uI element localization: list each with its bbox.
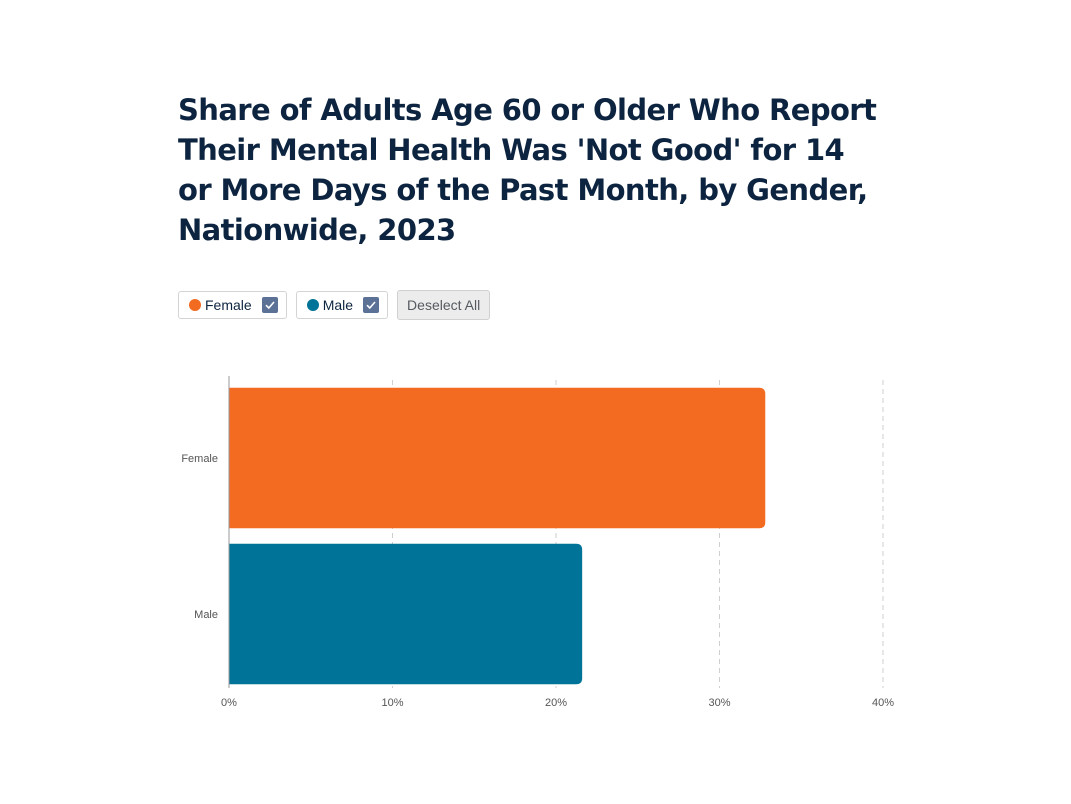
x-tick-label: 10% — [381, 697, 403, 709]
legend-item-female[interactable]: Female — [178, 291, 287, 319]
x-tick-label: 40% — [872, 697, 894, 709]
category-label-female: Female — [181, 453, 218, 465]
checkbox-checked-icon[interactable] — [363, 297, 380, 313]
x-tick-label: 20% — [545, 697, 567, 709]
category-label-male: Male — [194, 609, 218, 621]
bar-female[interactable] — [229, 387, 766, 529]
checkbox-checked-icon[interactable] — [261, 297, 278, 313]
x-tick-label: 30% — [708, 697, 730, 709]
legend-item-male[interactable]: Male — [295, 291, 389, 319]
axes: Female Male 0% 10% 20% 30% 40% — [181, 376, 894, 709]
x-tick-label: 0% — [221, 697, 237, 709]
bars — [229, 387, 766, 685]
deselect-all-button[interactable]: Deselect All — [397, 290, 491, 320]
legend-dot-female — [189, 299, 201, 311]
bar-male[interactable] — [229, 543, 583, 685]
chart-title: Share of Adults Age 60 or Older Who Repo… — [178, 93, 877, 247]
legend-label-male: Male — [322, 297, 354, 313]
legend-dot-male — [306, 299, 319, 311]
legend: Female Male Deselect All — [178, 290, 491, 320]
legend-label-female: Female — [205, 297, 252, 313]
